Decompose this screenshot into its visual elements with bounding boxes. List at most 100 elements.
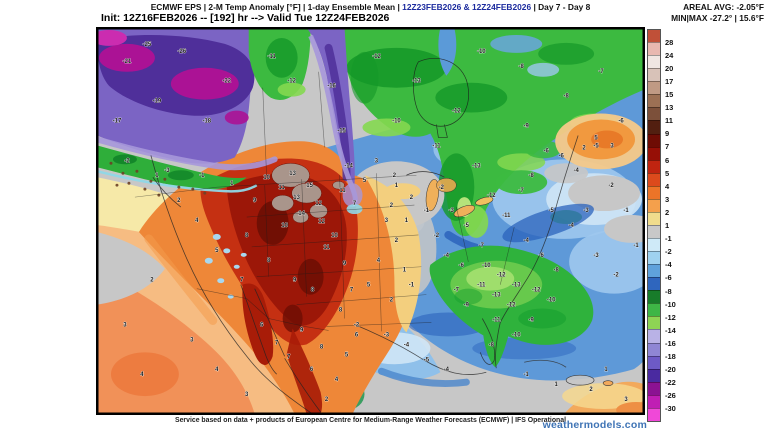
map-value-label: -10 — [392, 119, 401, 125]
map-value-label: -2 — [434, 233, 440, 239]
colorbar-segment — [648, 30, 660, 43]
colorbar-tick-label: -22 — [665, 378, 676, 388]
init-valid-line: Init: 12Z16FEB2026 -- [192] hr --> Valid… — [101, 12, 390, 24]
colorbar-tick-label: -8 — [665, 286, 672, 296]
colorbar-segment — [648, 238, 660, 252]
colorbar-segment — [648, 172, 660, 186]
map-value-label: 7 — [240, 278, 244, 284]
map-value-label: 2 — [395, 238, 399, 244]
colorbar-segment — [648, 290, 660, 304]
map-value-label: 1 — [155, 173, 159, 179]
map-value-label: 6 — [260, 322, 264, 328]
colorbar-tick-label: -4 — [665, 260, 672, 270]
map-value-label: 3 — [610, 143, 614, 149]
cuba-outline — [524, 359, 567, 368]
colorbar-segment — [648, 146, 660, 160]
colorbar-segment — [648, 120, 660, 134]
map-value-label: -7 — [519, 188, 525, 194]
map-value-label: 2 — [410, 195, 414, 201]
map-region-arctic-purple — [97, 28, 363, 215]
puerto-rico-outline — [602, 380, 614, 386]
map-value-label: -13 — [412, 79, 421, 85]
colorbar-tick-label: -2 — [665, 247, 672, 257]
colorbar-segment — [648, 342, 660, 356]
map-value-label: 1 — [554, 382, 558, 388]
colorbar-segment — [648, 381, 660, 395]
map-value-label: 3 — [385, 218, 389, 224]
title-prefix: ECMWF EPS | 2-M Temp Anomaly [°F] | 1-da… — [150, 2, 403, 12]
map-value-label: -11 — [502, 213, 511, 219]
map-value-label: -9 — [464, 303, 470, 309]
map-value-label: -1 — [623, 208, 629, 214]
map-value-label: -6 — [618, 119, 624, 125]
map-value-label: -1 — [199, 173, 205, 179]
brand-link[interactable]: weathermodels.com — [542, 419, 647, 431]
colorbar-segment — [648, 303, 660, 317]
colorbar-tick-label: 1 — [665, 221, 670, 230]
map-value-label: -8 — [489, 342, 495, 348]
colorbar-segment — [648, 42, 660, 56]
colorbar-segment — [648, 107, 660, 121]
colorbar-tick-label: -26 — [665, 391, 676, 401]
colorbar-tick-label: -16 — [665, 338, 676, 348]
map-value-label: 12 — [315, 201, 322, 207]
map-value-label: -12 — [507, 303, 516, 309]
map-value-label: -21 — [123, 59, 132, 65]
lake-erie — [453, 204, 475, 218]
map-value-label: 1 — [403, 268, 407, 274]
map-value-label: -9 — [529, 317, 535, 323]
map-value-label: -16 — [327, 84, 336, 90]
colorbar-segment — [648, 198, 660, 212]
areal-stats: AREAL AVG: -2.05°F MIN|MAX -27.2° | 15.6… — [671, 2, 764, 24]
map-value-label: -1 — [409, 283, 415, 289]
map-value-label: 9 — [343, 261, 347, 267]
colorbar-segment — [648, 394, 660, 408]
map-region-canada-green — [342, 28, 644, 238]
map-value-label: 5 — [367, 283, 371, 289]
map-value-label: 2 — [177, 198, 181, 204]
map-value-label: 4 — [140, 372, 144, 378]
map-region-newfoundland-warm — [555, 113, 644, 170]
map-value-label: -5 — [549, 208, 555, 214]
map-value-label: -7 — [454, 288, 460, 294]
map-value-label: 12 — [318, 219, 325, 225]
map-value-label: 4 — [215, 367, 219, 373]
map-value-label: -10 — [482, 263, 491, 269]
map-value-label: -13 — [492, 293, 501, 299]
colorbar-segment — [648, 185, 660, 199]
map-value-label: -18 — [202, 119, 211, 125]
colorbar-segment — [648, 355, 660, 369]
map-value-label: -4 — [444, 367, 450, 373]
colorbar-tick-label: -20 — [665, 365, 676, 375]
anomaly-map-svg: -21-26-25-22-19-18-17-16-15-14-11-12-12-… — [97, 28, 644, 414]
colorbar-tick-label: -30 — [665, 404, 676, 414]
colorbar-tick-label: 11 — [665, 116, 673, 126]
map-value-label: -10 — [547, 298, 556, 304]
map-value-label: -12 — [452, 109, 461, 115]
map-value-label: -11 — [268, 54, 277, 60]
map-value-label: -11 — [492, 317, 501, 323]
colorbar-tick-label: 15 — [665, 90, 674, 99]
colorbar-segment — [648, 55, 660, 69]
map-borders — [134, 71, 515, 332]
map-value-label: 2 — [150, 278, 154, 284]
map-value-label: -4 — [524, 238, 530, 244]
map-value-label: 5 — [215, 248, 219, 254]
map-frame — [97, 28, 644, 414]
colorbar-tick-label: -12 — [665, 312, 676, 322]
map-value-label: -1 — [424, 208, 430, 214]
map-value-label: -12 — [487, 193, 496, 199]
map-value-label: 2 — [589, 387, 593, 393]
map-value-label: 2 — [390, 203, 394, 209]
map-value-label: 7 — [353, 201, 357, 207]
colorbar-segment — [648, 368, 660, 382]
colorbar-tick-label: 13 — [665, 103, 674, 113]
map-value-label: -6 — [459, 263, 465, 269]
map-value-label: -12 — [372, 54, 381, 60]
map-value-label: -8 — [529, 173, 535, 179]
map-value-label: 1 — [604, 367, 608, 373]
map-value-label: 3 — [245, 392, 249, 398]
colorbar-segment — [648, 81, 660, 95]
map-value-label: -2 — [608, 183, 614, 189]
map-value-label: -14 — [344, 163, 353, 169]
